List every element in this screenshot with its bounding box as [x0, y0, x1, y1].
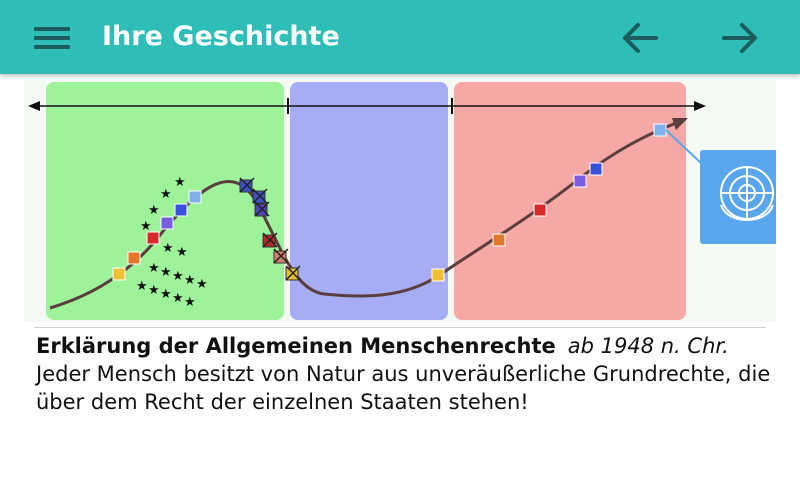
svg-text:★: ★ [160, 287, 172, 302]
emblem-connector [665, 129, 703, 165]
timeline-axis [28, 98, 706, 114]
crossed-out-marks [239, 177, 301, 281]
era-panel-1 [46, 82, 284, 320]
hamburger-menu-icon [34, 27, 70, 31]
svg-text:★: ★ [148, 261, 160, 276]
svg-text:★: ★ [184, 295, 196, 310]
svg-text:★: ★ [184, 273, 196, 288]
era-panel-3 [454, 82, 686, 320]
arrow-left-icon [623, 23, 658, 53]
svg-text:★: ★ [160, 187, 172, 202]
svg-text:★: ★ [148, 203, 160, 218]
curve-arrowhead [672, 118, 688, 130]
arrow-right-icon [722, 23, 757, 53]
entry-title: Erklärung der Allgemeinen Menschenrechte [36, 334, 556, 358]
entry-caption: Erklärung der Allgemeinen Menschenrechte… [36, 332, 776, 416]
app-title: Ihre Geschichte [102, 21, 340, 52]
entry-date: ab 1948 n. Chr. [567, 334, 729, 358]
star-cluster: ★ ★ ★ ★ ★ ★ ★ ★ ★ ★ ★ ★ ★ ★ ★ ★ [136, 175, 208, 310]
divider [34, 327, 766, 328]
un-emblem[interactable] [700, 150, 776, 244]
svg-text:★: ★ [172, 269, 184, 284]
svg-text:★: ★ [160, 265, 172, 280]
entry-description: Jeder Mensch besitzt von Natur aus unver… [36, 362, 771, 414]
svg-text:★: ★ [162, 241, 174, 256]
forward-button[interactable] [720, 18, 760, 58]
hamburger-menu-icon-bar [34, 36, 70, 40]
svg-text:★: ★ [148, 283, 160, 298]
svg-text:★: ★ [196, 277, 208, 292]
back-button[interactable] [620, 18, 660, 58]
svg-text:★: ★ [140, 219, 152, 234]
history-timeline[interactable]: ★ ★ ★ ★ ★ ★ ★ ★ ★ ★ ★ ★ ★ ★ ★ ★ [24, 80, 776, 322]
svg-text:★: ★ [172, 291, 184, 306]
svg-text:★: ★ [174, 175, 186, 190]
menu-button[interactable] [30, 22, 76, 54]
app-bar: Ihre Geschichte [0, 0, 800, 74]
hamburger-menu-icon-bar [34, 45, 70, 49]
era-panel-2 [290, 82, 448, 320]
svg-text:★: ★ [176, 245, 188, 260]
svg-text:★: ★ [136, 279, 148, 294]
